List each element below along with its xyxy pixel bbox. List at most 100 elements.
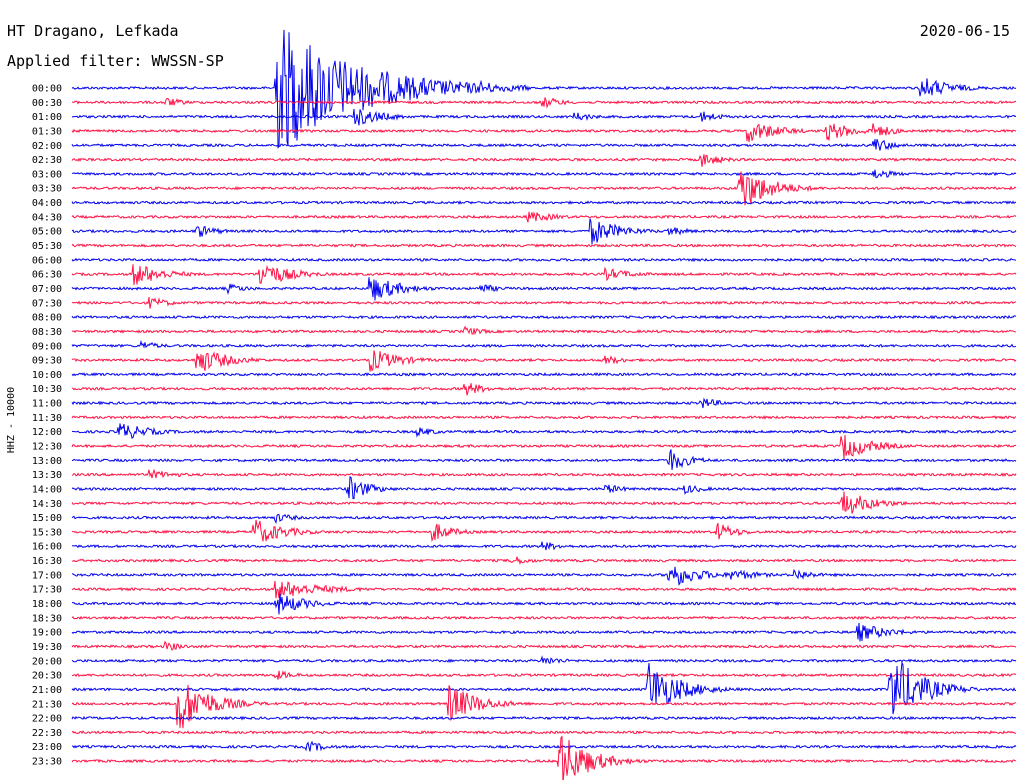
trace-row [71,735,1017,780]
time-label: 23:30 [32,757,62,768]
trace-row [71,314,1017,320]
time-label: 20:30 [32,671,62,682]
filter-subtitle: Applied filter: WWSSN-SP [7,52,224,70]
trace-row [71,243,1017,248]
trace-row [71,29,1017,149]
time-label: 13:30 [32,470,62,481]
trace-row [71,468,1017,479]
time-label: 06:30 [32,270,62,281]
time-label: 20:00 [32,656,62,667]
trace-row [71,730,1017,735]
trace-row [71,350,1017,372]
time-label: 04:00 [32,198,62,209]
trace-row [71,264,1017,286]
trace-row [71,171,1017,206]
time-label: 12:30 [32,442,62,453]
time-label: 13:00 [32,456,62,467]
trace-row [71,519,1017,543]
trace-row [71,325,1017,336]
time-label: 21:00 [32,685,62,696]
time-label: 19:00 [32,628,62,639]
time-label: 16:30 [32,556,62,567]
time-label: 01:00 [32,112,62,123]
time-label: 12:00 [32,427,62,438]
time-label: 14:30 [32,499,62,510]
trace-row [71,715,1017,721]
time-label: 17:00 [32,570,62,581]
time-label: 21:30 [32,699,62,710]
trace-row [71,108,1017,126]
time-label: 23:00 [32,742,62,753]
trace-row [71,640,1017,651]
trace-row [71,622,1017,642]
time-label: 03:30 [32,184,62,195]
trace-row [71,513,1017,525]
seismic-traces [71,29,1017,780]
trace-row [71,684,1017,729]
trace-row [72,423,1017,439]
time-label: 22:00 [32,714,62,725]
trace-row [71,211,1017,223]
trace-row [71,566,1017,586]
trace-row [71,397,1017,409]
time-label: 10:00 [32,370,62,381]
time-label: 15:30 [32,527,62,538]
time-label: 17:30 [32,585,62,596]
time-label: 03:00 [32,169,62,180]
trace-row [71,383,1017,396]
trace-row [71,434,1017,459]
time-label: 04:30 [32,212,62,223]
y-axis-label: HHZ - 10000 [6,387,17,453]
time-label: 15:00 [32,513,62,524]
time-label: 00:30 [32,98,62,109]
time-label: 01:30 [32,126,62,137]
trace-row [71,371,1017,377]
time-label: 16:00 [32,542,62,553]
time-label: 11:30 [32,413,62,424]
trace-row [71,297,1017,309]
time-label: 10:30 [32,384,62,395]
time-label: 18:30 [32,613,62,624]
trace-row [71,139,1017,151]
time-label: 02:00 [32,141,62,152]
trace-row [71,491,1017,514]
trace-row [71,556,1017,566]
trace-row [71,476,1017,500]
trace-row [71,655,1017,665]
trace-row [71,615,1017,621]
time-label: 07:00 [32,284,62,295]
time-label: 07:30 [32,298,62,309]
time-label: 09:00 [32,341,62,352]
trace-row [71,660,1017,715]
time-label: 09:30 [32,356,62,367]
time-label: 06:00 [32,255,62,266]
trace-row [71,218,1017,245]
trace-row [71,449,1017,470]
trace-row [72,541,1017,551]
trace-row [71,169,1017,179]
time-label: 19:30 [32,642,62,653]
trace-row [71,200,1017,206]
trace-row [71,670,1017,680]
trace-row [71,740,1017,752]
time-label: 05:30 [32,241,62,252]
trace-row [71,593,1017,615]
time-label: 18:00 [32,599,62,610]
trace-row [71,154,1017,167]
time-label: 11:00 [32,399,62,410]
time-label: 05:00 [32,227,62,238]
date-label: 2020-06-15 [920,22,1010,40]
trace-row [71,257,1017,263]
time-label: 08:30 [32,327,62,338]
trace-row [71,277,1017,301]
time-label: 22:30 [32,728,62,739]
trace-row [71,414,1017,420]
trace-row [71,123,1017,143]
trace-row [71,580,1017,599]
time-label: 00:00 [32,84,62,95]
time-label: 02:30 [32,155,62,166]
trace-row [71,97,1016,109]
time-labels: 00:00 00:30 01:00 01:30 02:00 02:30 03:00 03:30… [32,84,62,768]
trace-row [71,339,1017,349]
